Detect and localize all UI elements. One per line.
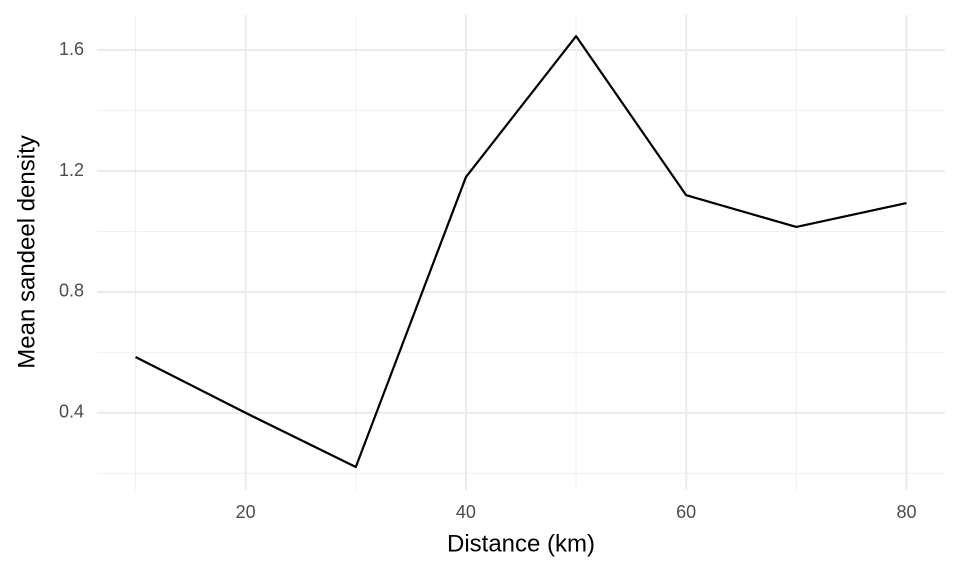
x-tick-label: 20 xyxy=(236,502,256,522)
y-tick-label: 0.8 xyxy=(59,281,84,301)
y-tick-label: 1.6 xyxy=(59,39,84,59)
y-tick-label: 1.2 xyxy=(59,160,84,180)
x-tick-label: 60 xyxy=(676,502,696,522)
x-tick-label: 80 xyxy=(896,502,916,522)
x-tick-label: 40 xyxy=(456,502,476,522)
y-axis-title: Mean sandeel density xyxy=(13,135,40,368)
y-tick-label: 0.4 xyxy=(59,402,84,422)
x-axis-title: Distance (km) xyxy=(447,530,595,557)
data-line xyxy=(135,35,907,469)
